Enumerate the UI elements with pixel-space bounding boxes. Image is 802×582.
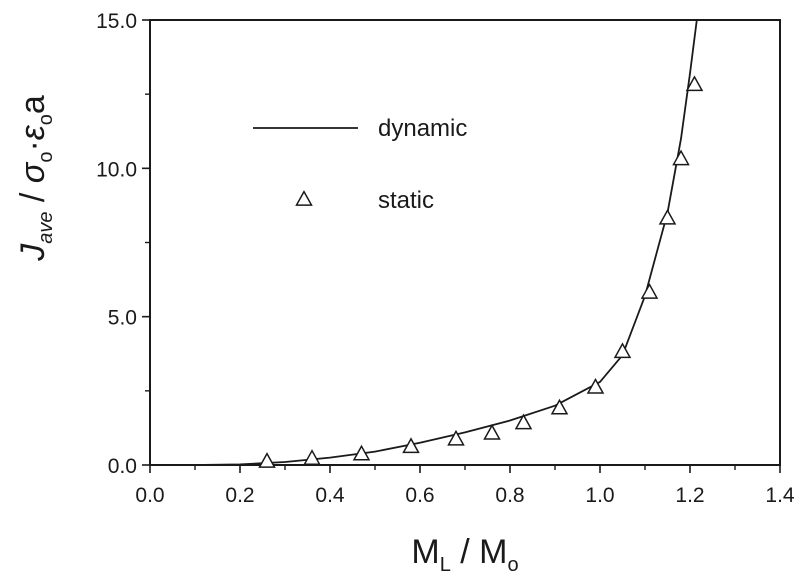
series-line-dynamic bbox=[150, 19, 698, 466]
x-axis-title-sub-b: o bbox=[508, 554, 519, 576]
plot-frame bbox=[149, 19, 781, 466]
y-axis-title-sub3: o bbox=[35, 114, 57, 125]
y-axis-title-sub1: ave bbox=[35, 212, 57, 244]
data-point-static bbox=[402, 437, 420, 454]
y-axis-title-sigma: σ bbox=[14, 161, 52, 183]
y-axis-title-a: a bbox=[14, 95, 52, 114]
y-tick-label: 10.0 bbox=[96, 158, 137, 181]
x-tick-label: 0.6 bbox=[405, 484, 434, 507]
x-axis-title-main-b: M bbox=[479, 533, 507, 571]
y-axis-title-sub2: o bbox=[35, 152, 57, 163]
y-axis-title: Jave / σo·εoa bbox=[14, 95, 57, 262]
data-point-static bbox=[483, 423, 501, 440]
x-tick-label: 0.2 bbox=[225, 484, 254, 507]
data-point-static bbox=[685, 75, 704, 92]
legend-label-static: static bbox=[378, 187, 434, 214]
x-axis-title-slash: / bbox=[451, 533, 479, 571]
data-point-static bbox=[447, 429, 465, 446]
x-tick-label: 0.0 bbox=[135, 484, 164, 507]
data-point-static bbox=[514, 413, 533, 430]
y-tick-label: 15.0 bbox=[96, 10, 137, 33]
x-tick-label: 0.8 bbox=[495, 484, 524, 507]
x-axis-ticks: 0.0 0.2 0.4 0.6 0.8 1.0 1.2 1.4 bbox=[135, 465, 795, 507]
data-point-static bbox=[258, 452, 276, 468]
x-tick-label: 1.4 bbox=[765, 484, 795, 507]
legend: dynamic static bbox=[253, 115, 467, 214]
x-tick-label: 1.2 bbox=[675, 484, 704, 507]
legend-swatch-static bbox=[295, 190, 313, 206]
y-axis-title-dot: · bbox=[14, 140, 52, 151]
y-axis-ticks: 0.0 5.0 10.0 15.0 bbox=[96, 10, 150, 478]
data-point-static bbox=[550, 398, 569, 415]
series-layer bbox=[150, 19, 704, 468]
x-axis-title-main-a: M bbox=[411, 533, 439, 571]
legend-label-dynamic: dynamic bbox=[378, 115, 467, 142]
x-axis-title-sub-a: L bbox=[440, 554, 451, 576]
data-point-static bbox=[640, 283, 659, 299]
x-tick-label: 0.4 bbox=[315, 484, 345, 507]
data-point-static bbox=[613, 342, 632, 359]
y-tick-label: 0.0 bbox=[108, 455, 137, 478]
y-tick-label: 5.0 bbox=[108, 307, 137, 330]
data-point-static bbox=[658, 208, 677, 225]
data-point-static bbox=[352, 444, 371, 461]
y-axis-title-eps: ε bbox=[14, 124, 52, 140]
data-point-static bbox=[672, 149, 690, 166]
data-point-static bbox=[586, 377, 605, 394]
y-axis-title-main: J bbox=[14, 243, 52, 262]
y-axis-title-slash: / bbox=[14, 183, 52, 211]
data-point-static bbox=[303, 449, 321, 465]
x-axis-title: ML / Mo bbox=[411, 533, 518, 576]
x-tick-label: 1.0 bbox=[585, 484, 614, 507]
plot-border bbox=[149, 19, 781, 466]
